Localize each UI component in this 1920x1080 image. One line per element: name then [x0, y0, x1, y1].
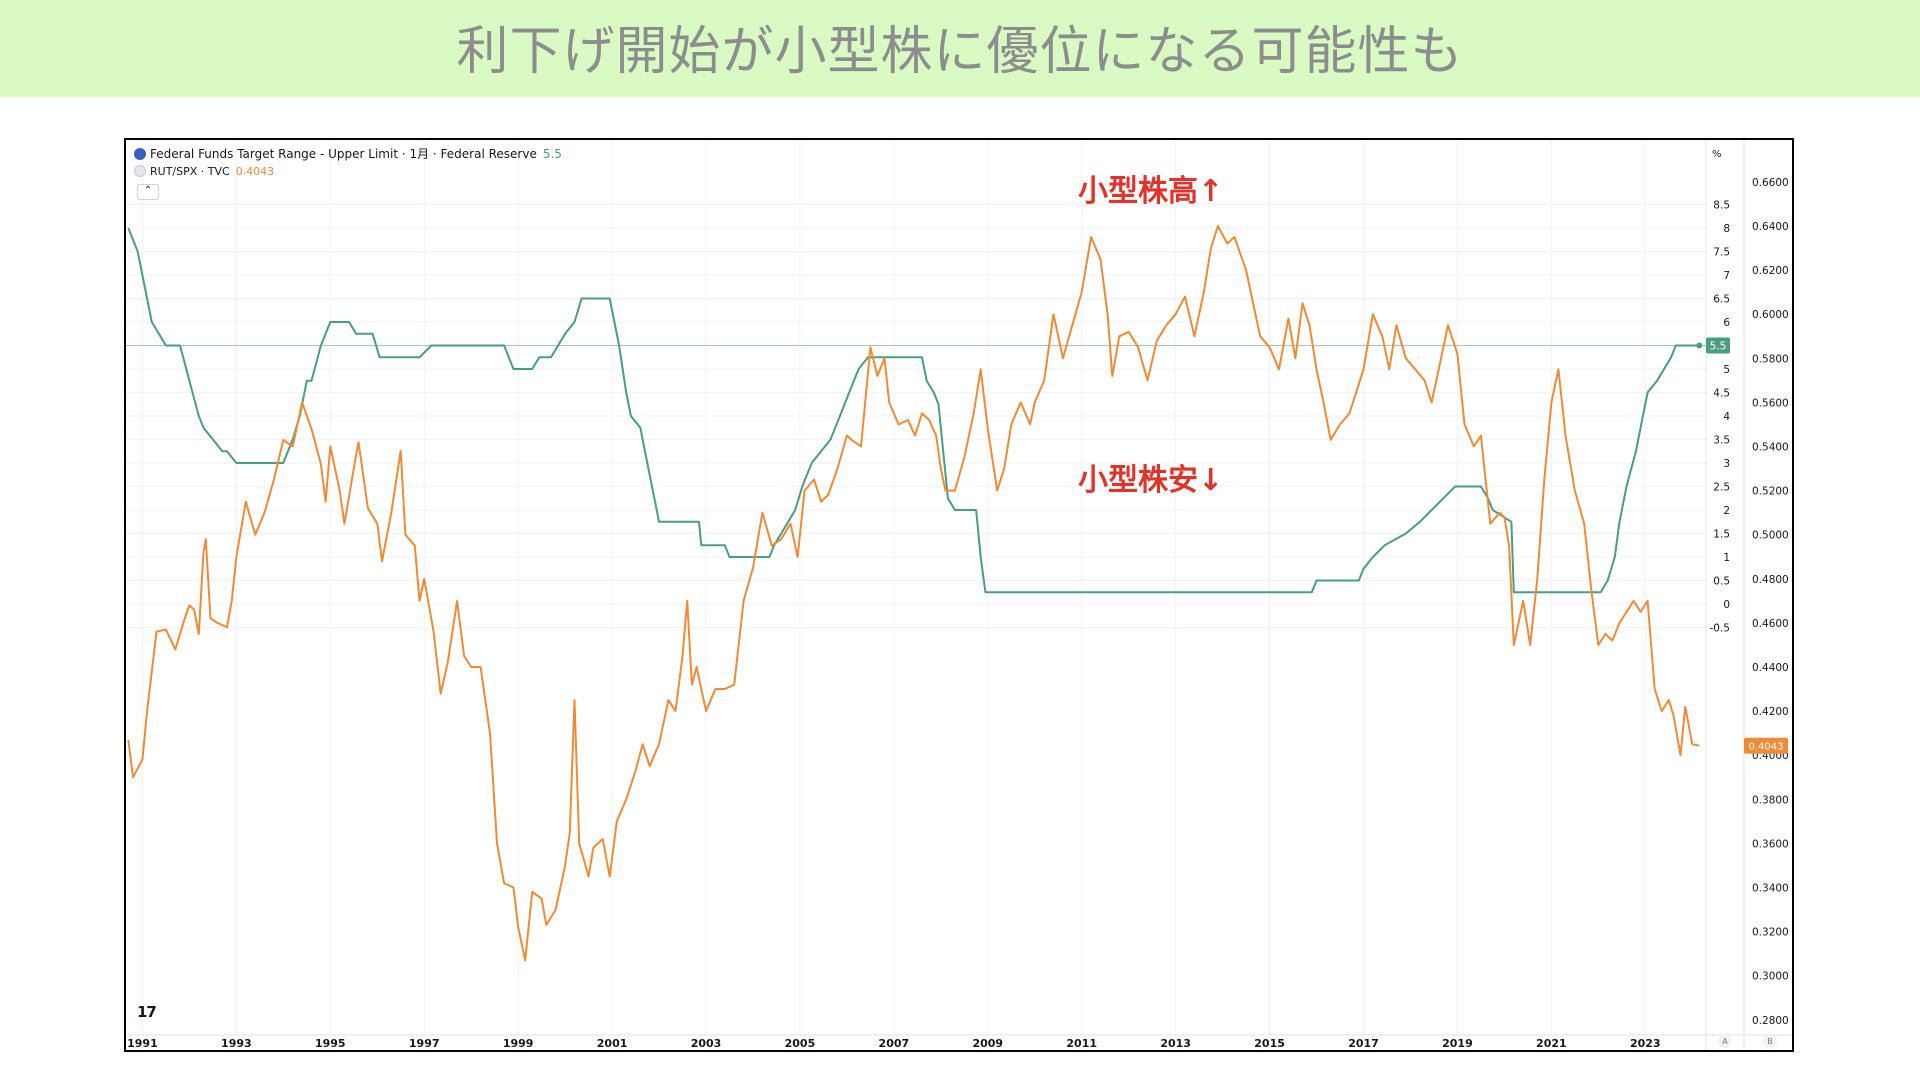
x-axis-tick-label: 1999: [503, 1037, 534, 1050]
log-scale-button-label: B: [1767, 1037, 1773, 1046]
x-axis-tick-label: 1997: [409, 1037, 440, 1050]
x-axis-tick-label: 2013: [1160, 1037, 1191, 1050]
right-axis-tick-label: 0.3600: [1752, 838, 1789, 850]
right-axis-tick-label: 0.6000: [1752, 309, 1789, 321]
right-axis-tick-label: 0.6600: [1752, 177, 1789, 189]
legend-series-2-value: 0.4043: [235, 165, 275, 178]
fed-funds-value-badge-label: 5.5: [1710, 341, 1727, 353]
right-axis-tick-label: 0.6400: [1752, 221, 1789, 233]
left-axis-tick-label: 2.5: [1713, 482, 1730, 494]
left-axis-tick-label: 8.5: [1713, 200, 1730, 212]
rut-spx-value-badge: [1744, 737, 1788, 754]
left-axis-tick-label: 2: [1723, 505, 1730, 517]
x-axis-tick-label: 1991: [127, 1037, 158, 1050]
left-axis-tick-label: 1: [1723, 552, 1730, 564]
annotation-small-cap-high: 小型株高↑: [1078, 174, 1224, 209]
left-axis-tick-label: 4.5: [1713, 388, 1730, 400]
right-axis-tick-label: 0.6200: [1752, 265, 1789, 277]
right-axis-tick-label: 0.5800: [1752, 353, 1789, 365]
x-axis-tick-label: 2021: [1536, 1037, 1567, 1050]
x-axis-tick-label: 2017: [1348, 1037, 1379, 1050]
tradingview-logo: 17: [137, 1003, 157, 1021]
x-axis-tick-label: 2005: [785, 1037, 816, 1050]
left-axis-tick-label: 3: [1723, 458, 1730, 470]
legend-series-2[interactable]: RUT/SPX · TVC 0.4043: [134, 165, 274, 178]
right-axis-tick-label: 0.4600: [1752, 618, 1789, 630]
rut-spx-value-badge-label: 0.4043: [1749, 742, 1784, 753]
fed-funds-value-badge: [1706, 337, 1730, 354]
x-axis-tick-label: 1993: [221, 1037, 252, 1050]
x-axis-tick-label: 2001: [597, 1037, 628, 1050]
legend-series-1[interactable]: Federal Funds Target Range - Upper Limit…: [134, 145, 562, 162]
right-axis-tick-label: 0.3800: [1752, 794, 1789, 806]
left-axis-tick-label: 6: [1723, 317, 1730, 329]
symbol-icon: [134, 165, 146, 177]
log-scale-button[interactable]: [1763, 1034, 1777, 1048]
x-axis-tick-label: 2015: [1254, 1037, 1285, 1050]
x-axis-tick-label: 2003: [691, 1037, 722, 1050]
left-axis-tick-label: -0.5: [1710, 623, 1731, 635]
legend-series-1-label: Federal Funds Target Range - Upper Limit…: [150, 147, 537, 161]
left-axis-tick-label: 4: [1723, 411, 1730, 423]
right-axis-tick-label: 0.3400: [1752, 883, 1789, 895]
annotation-small-cap-low: 小型株安↓: [1078, 463, 1224, 498]
chevron-up-icon: ⌃: [143, 185, 153, 196]
right-axis-tick-label: 0.3200: [1752, 927, 1789, 939]
series-rut-spx-line: [127, 225, 1700, 962]
right-axis-tick-label: 0.5600: [1752, 397, 1789, 409]
chart-frame: [124, 138, 1794, 1052]
auto-scale-button-label: A: [1722, 1037, 1728, 1046]
right-axis-tick-label: 0.5000: [1752, 530, 1789, 542]
right-axis-tick-label: 0.2800: [1752, 1015, 1789, 1027]
left-axis-tick-label: 5: [1723, 364, 1730, 376]
legend-series-2-label: RUT/SPX · TVC: [150, 165, 230, 178]
x-axis-tick-label: 2011: [1066, 1037, 1097, 1050]
left-axis-unit: %: [1712, 149, 1722, 160]
left-axis-tick-label: 0.5: [1713, 576, 1730, 588]
legend-series-1-value: 5.5: [542, 147, 562, 161]
series-fed-funds-last-point: [1696, 342, 1703, 349]
right-axis-tick-label: 0.5400: [1752, 442, 1789, 454]
left-axis-tick-label: 3.5: [1713, 435, 1730, 447]
left-axis-tick-label: 7: [1723, 270, 1730, 282]
x-axis-tick-label: 2023: [1630, 1037, 1661, 1050]
title-banner: [0, 0, 1920, 97]
x-axis-tick-label: 2009: [972, 1037, 1003, 1050]
page-title: 利下げ開始が小型株に優位になる可能性も: [456, 22, 1464, 82]
left-axis-tick-label: 1.5: [1713, 529, 1730, 541]
right-axis-tick-label: 0.3000: [1752, 971, 1789, 983]
x-axis-tick-label: 2007: [879, 1037, 910, 1050]
right-axis-tick-label: 0.4200: [1752, 706, 1789, 718]
us-flag-icon: [134, 148, 146, 160]
auto-scale-button[interactable]: [1718, 1034, 1732, 1048]
x-axis-tick-label: 2019: [1442, 1037, 1473, 1050]
right-axis-tick-label: 0.5200: [1752, 486, 1789, 498]
x-axis-tick-label: 1995: [315, 1037, 346, 1050]
series-fed-funds-line: [127, 227, 1700, 594]
left-axis-tick-label: 6.5: [1713, 294, 1730, 306]
legend-collapse-button[interactable]: ⌃: [137, 184, 159, 200]
left-axis-tick-label: 7.5: [1713, 247, 1730, 259]
left-axis-tick-label: 0: [1723, 599, 1730, 611]
left-axis-tick-label: 8: [1723, 223, 1730, 235]
right-axis-tick-label: 0.4400: [1752, 662, 1789, 674]
right-axis-tick-label: 0.4800: [1752, 574, 1789, 586]
